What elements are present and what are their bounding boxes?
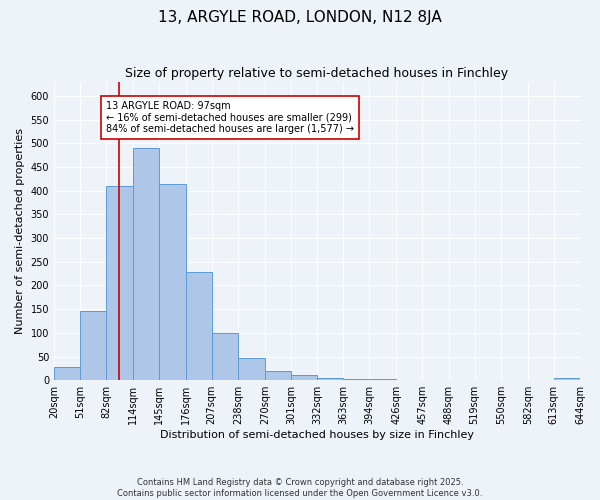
Bar	[291, 376, 317, 380]
Y-axis label: Number of semi-detached properties: Number of semi-detached properties	[15, 128, 25, 334]
Title: Size of property relative to semi-detached houses in Finchley: Size of property relative to semi-detach…	[125, 68, 509, 80]
Text: 13 ARGYLE ROAD: 97sqm
← 16% of semi-detached houses are smaller (299)
84% of sem: 13 ARGYLE ROAD: 97sqm ← 16% of semi-deta…	[106, 100, 355, 134]
Bar	[343, 379, 369, 380]
Bar	[160, 184, 185, 380]
Text: 13, ARGYLE ROAD, LONDON, N12 8JA: 13, ARGYLE ROAD, LONDON, N12 8JA	[158, 10, 442, 25]
Bar	[369, 379, 396, 380]
Bar	[265, 370, 291, 380]
Bar	[554, 378, 580, 380]
Bar	[238, 358, 265, 380]
Bar	[317, 378, 343, 380]
Bar	[133, 148, 160, 380]
Bar	[54, 367, 80, 380]
Text: Contains HM Land Registry data © Crown copyright and database right 2025.
Contai: Contains HM Land Registry data © Crown c…	[118, 478, 482, 498]
X-axis label: Distribution of semi-detached houses by size in Finchley: Distribution of semi-detached houses by …	[160, 430, 474, 440]
Bar	[106, 186, 133, 380]
Bar	[212, 333, 238, 380]
Bar	[185, 272, 212, 380]
Bar	[80, 312, 106, 380]
